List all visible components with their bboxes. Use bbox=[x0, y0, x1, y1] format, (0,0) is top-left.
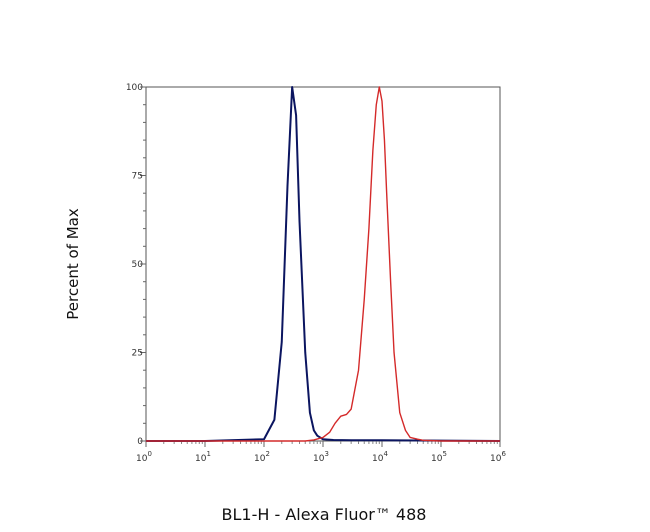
x-axis-title: BL1-H - Alexa Fluor™ 488 bbox=[222, 505, 427, 524]
series-line-dark-blue bbox=[146, 86, 501, 442]
y-tick-label: 25 bbox=[132, 349, 143, 359]
x-tick-label: 101 bbox=[195, 450, 211, 464]
y-tick-label: 75 bbox=[132, 172, 143, 182]
y-axis-title: Percent of Max bbox=[64, 208, 82, 320]
x-tick-label: 103 bbox=[313, 450, 329, 464]
y-tick-label: 0 bbox=[137, 437, 143, 447]
series-lines bbox=[146, 86, 501, 442]
series-line-red bbox=[146, 86, 500, 442]
x-tick-label: 106 bbox=[490, 450, 506, 464]
x-tick-labels: 100 101 102 103 104 105 106 bbox=[136, 450, 506, 464]
y-tick-labels: 0 25 50 75 100 bbox=[126, 83, 143, 447]
plot-frame bbox=[145, 86, 501, 442]
y-tick-label: 50 bbox=[132, 260, 144, 270]
x-tick-label: 102 bbox=[254, 450, 270, 464]
x-tick-label: 104 bbox=[372, 450, 388, 464]
y-tick-label: 100 bbox=[126, 83, 143, 93]
x-tick-label: 105 bbox=[431, 450, 447, 464]
x-tick-label: 100 bbox=[136, 450, 152, 464]
